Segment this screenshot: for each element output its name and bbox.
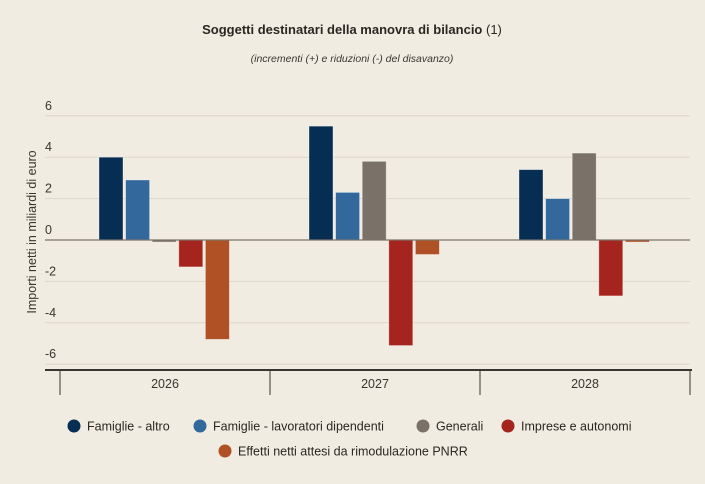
legend-item: Imprese e autonomi <box>501 419 631 434</box>
legend-label: Generali <box>436 420 483 434</box>
bar-2028-famiglie-altro <box>518 169 544 241</box>
bar-2026-effetti-netti-attesi-da-rimodulazione-pnrr <box>204 239 230 340</box>
legend-marker-icon <box>501 419 515 433</box>
bar-2028-generali <box>571 152 597 241</box>
legend-label: Famiglie - lavoratori dipendenti <box>213 420 384 434</box>
bar-2028-famiglie-lavoratori-dipendenti <box>545 198 570 241</box>
bar-2026-famiglie-lavoratori-dipendenti <box>125 179 150 241</box>
y-axis-label: Importi netti in miliardi di euro <box>25 150 39 313</box>
y-tick-label: -6 <box>45 347 56 361</box>
legend-marker-icon <box>193 419 207 433</box>
y-tick-label: -4 <box>45 306 56 320</box>
y-tick-label: 4 <box>45 140 52 154</box>
legend-item: Generali <box>416 419 483 434</box>
legend-item: Famiglie - lavoratori dipendenti <box>193 419 384 434</box>
legend-marker-icon <box>218 444 232 458</box>
bar-2027-famiglie-lavoratori-dipendenti <box>335 191 361 241</box>
y-tick-label: 2 <box>45 182 52 196</box>
bar-2027-generali <box>361 160 387 241</box>
bar-2028-imprese-e-autonomi <box>598 239 624 297</box>
legend-marker-icon <box>67 419 81 433</box>
chart-title: Soggetti destinatari della manovra di bi… <box>202 22 502 37</box>
bar-2027-famiglie-altro <box>308 125 334 241</box>
legend-item: Famiglie - altro <box>67 419 170 434</box>
legend-label: Famiglie - altro <box>87 420 170 434</box>
y-tick-label: -2 <box>45 264 56 278</box>
legend-item: Effetti netti attesi da rimodulazione PN… <box>218 444 468 459</box>
chart-subtitle: (incrementi (+) e riduzioni (-) del disa… <box>251 53 454 65</box>
bar-2026-famiglie-altro <box>98 156 124 241</box>
x-tick-label: 2027 <box>361 377 389 391</box>
bar-2027-effetti-netti-attesi-da-rimodulazione-pnrr <box>414 239 440 255</box>
bar-2026-imprese-e-autonomi <box>178 239 204 268</box>
legend-marker-icon <box>416 419 430 433</box>
bar-2027-imprese-e-autonomi <box>388 239 414 346</box>
y-tick-label: 0 <box>45 223 52 237</box>
legend-label: Imprese e autonomi <box>521 420 631 434</box>
x-tick-label: 2026 <box>151 377 179 391</box>
y-tick-label: 6 <box>45 99 52 113</box>
legend-label: Effetti netti attesi da rimodulazione PN… <box>238 445 468 459</box>
x-tick-label: 2028 <box>571 377 599 391</box>
